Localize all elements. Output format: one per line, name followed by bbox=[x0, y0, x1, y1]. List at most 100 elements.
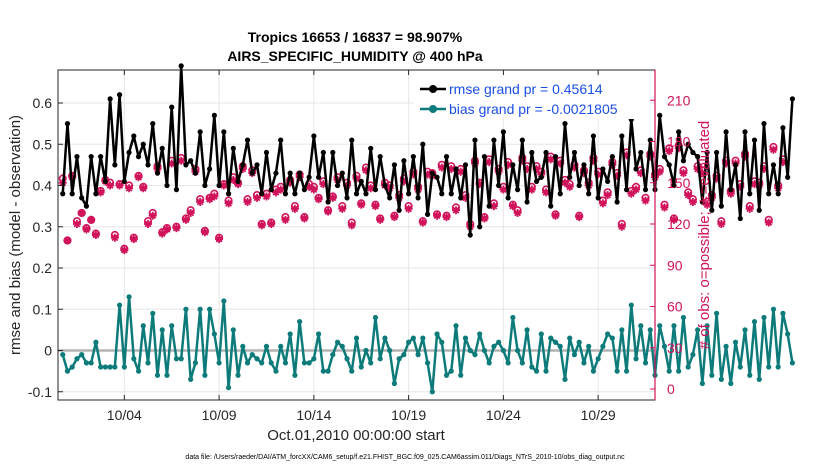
rmse-point bbox=[420, 141, 426, 147]
bias-point bbox=[785, 331, 791, 337]
obs-evaluated-point bbox=[276, 185, 285, 194]
obs-evaluated-point bbox=[485, 158, 494, 167]
bias-point bbox=[671, 323, 677, 329]
rmse-point bbox=[496, 182, 502, 189]
bias-point bbox=[548, 335, 554, 341]
bias-point bbox=[590, 368, 597, 374]
bias-point bbox=[406, 339, 412, 345]
bias-point bbox=[514, 347, 521, 354]
bias-point bbox=[192, 360, 199, 366]
bias-point bbox=[676, 368, 682, 374]
rmse-point bbox=[756, 207, 762, 213]
rmse-point bbox=[297, 170, 303, 176]
rmse-point bbox=[249, 170, 255, 176]
obs-evaluated-point bbox=[660, 203, 669, 212]
bias-point bbox=[472, 352, 478, 358]
bias-point bbox=[154, 372, 161, 378]
rmse-point bbox=[396, 207, 402, 213]
bias-point bbox=[387, 347, 393, 354]
obs-evaluated-point bbox=[461, 193, 470, 202]
obs-evaluated-point bbox=[167, 159, 176, 168]
rmse-point bbox=[775, 191, 781, 197]
rmse-point bbox=[192, 170, 199, 176]
rmse-point bbox=[761, 121, 767, 127]
bias-point bbox=[718, 376, 724, 382]
obs-evaluated-point bbox=[253, 193, 261, 202]
bias-point bbox=[685, 364, 691, 370]
rmse-point bbox=[462, 162, 469, 168]
y-tick-label: 0.4 bbox=[33, 178, 53, 194]
rmse-point bbox=[221, 129, 227, 135]
rmse-point bbox=[723, 129, 729, 135]
rmse-point bbox=[278, 137, 284, 143]
bias-point bbox=[614, 368, 620, 374]
rmse-point bbox=[202, 182, 208, 189]
bias-point bbox=[713, 310, 720, 316]
rmse-point bbox=[571, 149, 578, 156]
rmse-point bbox=[188, 158, 194, 164]
y2-tick-label: 90 bbox=[667, 257, 683, 273]
rmse-point bbox=[154, 170, 161, 176]
y2-tick-label: 210 bbox=[667, 92, 691, 108]
bias-point bbox=[259, 360, 265, 366]
bias-point bbox=[287, 331, 293, 337]
rmse-point bbox=[770, 162, 777, 168]
rmse-point bbox=[666, 162, 672, 168]
obs-evaluated-point bbox=[324, 207, 333, 216]
obs-evaluated-point bbox=[447, 165, 456, 173]
y-tick-label: 0.6 bbox=[33, 95, 53, 111]
rmse-point bbox=[282, 191, 289, 197]
rmse-point bbox=[519, 137, 525, 143]
rmse-point bbox=[472, 137, 478, 143]
bias-point bbox=[448, 368, 454, 374]
rmse-point bbox=[543, 149, 549, 156]
rmse-point bbox=[107, 96, 113, 102]
rmse-point bbox=[69, 191, 75, 197]
obs-evaluated-point bbox=[684, 191, 693, 200]
bias-point bbox=[88, 360, 94, 366]
obs-evaluated-point bbox=[262, 192, 271, 201]
x-tick-label: 10/19 bbox=[391, 407, 426, 423]
rmse-point bbox=[609, 154, 615, 160]
bias-point bbox=[140, 323, 146, 329]
bias-point bbox=[349, 368, 355, 374]
obs-evaluated-point bbox=[703, 200, 712, 209]
legend-bias-label: bias grand pr = -0.0021805 bbox=[449, 101, 618, 117]
y2-axis-ticks: 0 30 60 90 120 150 180 210 bbox=[650, 70, 691, 400]
obs-evaluated-point bbox=[546, 155, 555, 164]
bias-point bbox=[79, 352, 85, 358]
bias-point bbox=[178, 356, 184, 362]
bias-point bbox=[709, 372, 715, 378]
bias-point bbox=[401, 352, 407, 358]
obs-evaluated-point bbox=[290, 204, 299, 213]
bias-point bbox=[183, 306, 189, 312]
rmse-point bbox=[292, 191, 298, 197]
bias-point bbox=[221, 298, 227, 304]
bias-point bbox=[368, 360, 374, 366]
bias-point bbox=[429, 389, 435, 395]
bias-point bbox=[249, 352, 255, 358]
rmse-point bbox=[244, 137, 251, 143]
obs-evaluated-point bbox=[300, 214, 309, 223]
bias-point bbox=[102, 364, 108, 370]
obs-evaluated-point bbox=[755, 181, 764, 190]
y2-tick-label: 150 bbox=[667, 175, 691, 191]
bias-point bbox=[83, 360, 90, 366]
bias-point bbox=[121, 364, 127, 370]
rmse-point bbox=[671, 182, 677, 189]
rmse-point bbox=[164, 182, 170, 189]
obs-evaluated-point bbox=[556, 159, 565, 168]
bias-point bbox=[330, 352, 336, 358]
obs-evaluated-point bbox=[674, 144, 683, 153]
bias-point bbox=[282, 360, 289, 366]
rmse-point bbox=[197, 129, 203, 135]
bias-series-markers bbox=[60, 294, 796, 395]
bias-point bbox=[112, 364, 118, 370]
legend: rmse grand pr = 0.45614 bias grand pr = … bbox=[414, 77, 650, 119]
rmse-point bbox=[263, 149, 270, 156]
bias-point bbox=[211, 331, 217, 337]
bias-point bbox=[377, 356, 383, 362]
bias-point bbox=[363, 347, 369, 354]
legend-bias-marker bbox=[429, 105, 437, 113]
obs-evaluated-point bbox=[196, 198, 205, 206]
